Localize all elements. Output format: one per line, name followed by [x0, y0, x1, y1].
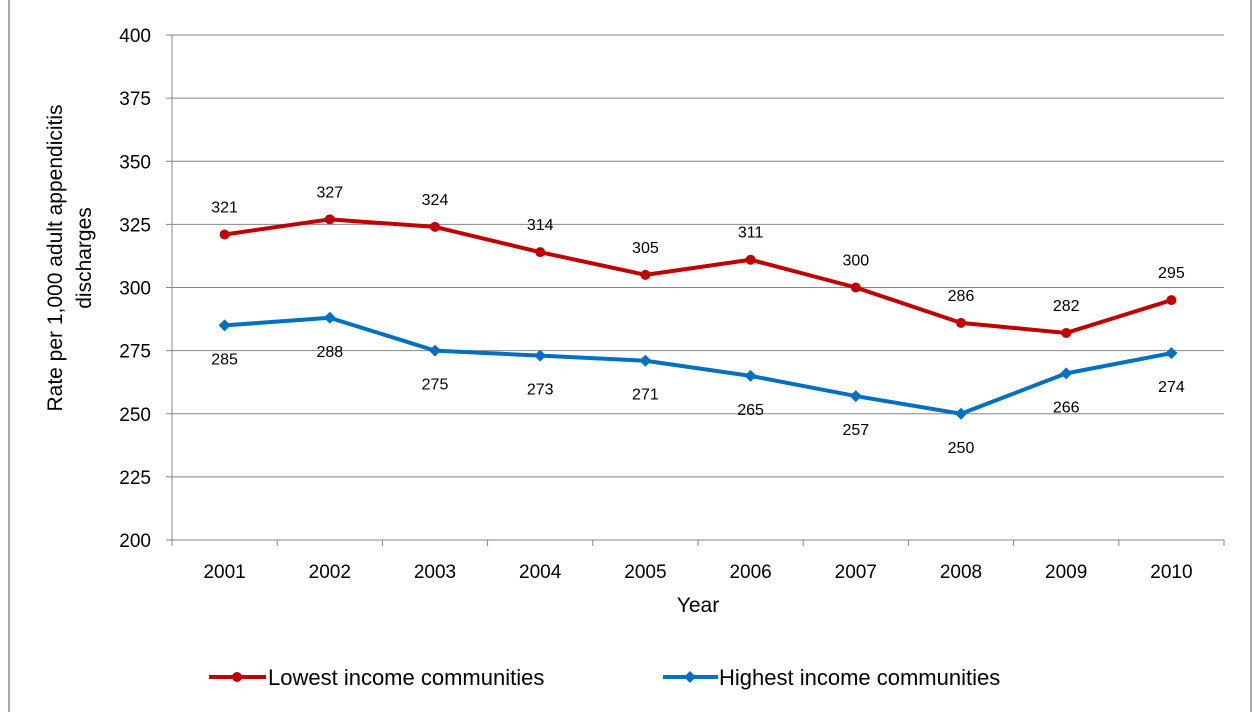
data-label-highest-income-communities-2005: 271 — [632, 387, 659, 404]
y-tick-label-375: 375 — [119, 89, 151, 110]
legend-item-highest: Highest income communities — [663, 665, 1000, 690]
data-label-lowest-income-communities-2007: 300 — [842, 253, 869, 270]
data-label-lowest-income-communities-2010: 295 — [1158, 265, 1185, 282]
data-label-highest-income-communities-2001: 285 — [211, 351, 238, 368]
series-line-lowest-income-communities — [222, 217, 1174, 335]
point-highest-income-communities-2009 — [1060, 367, 1073, 380]
y-tick-label-350: 350 — [119, 152, 151, 173]
x-tick-label-2005: 2005 — [624, 562, 666, 583]
point-lowest-income-communities-2005 — [640, 269, 651, 280]
x-tick-label-2009: 2009 — [1045, 562, 1087, 583]
chart-area-border — [8, 0, 1252, 712]
point-highest-income-communities-2002 — [323, 311, 336, 324]
gridlines — [166, 34, 1225, 546]
point-highest-income-communities-2007 — [849, 390, 862, 403]
y-axis-title: Rate per 1,000 adult appendicitis discha… — [44, 104, 96, 411]
point-highest-income-communities-2004 — [534, 349, 547, 362]
point-lowest-income-communities-2001 — [219, 229, 230, 240]
x-tick-label-2006: 2006 — [729, 562, 771, 583]
point-highest-income-communities-2008 — [955, 407, 967, 420]
legend-label-highest: Highest income communities — [719, 665, 1000, 690]
data-label-highest-income-communities-2006: 265 — [737, 402, 764, 419]
point-highest-income-communities-2006 — [744, 369, 757, 382]
data-label-highest-income-communities-2004: 273 — [527, 382, 554, 399]
point-lowest-income-communities-2009 — [1061, 327, 1072, 338]
x-tick-label-2003: 2003 — [414, 562, 456, 583]
data-label-lowest-income-communities-2001: 321 — [211, 199, 238, 216]
y-axis-title-line-2: discharges — [73, 207, 96, 309]
y-tick-label-325: 325 — [119, 215, 151, 236]
data-label-highest-income-communities-2010: 274 — [1158, 379, 1185, 396]
axes — [171, 35, 1224, 541]
data-labels: 321 327 324 314 305 311 300 286 282 295 285 288 275 2… — [211, 184, 1185, 456]
data-label-highest-income-communities-2007: 257 — [842, 422, 869, 439]
y-tick-label-200: 200 — [119, 531, 151, 552]
point-highest-income-communities-2005 — [639, 354, 652, 367]
data-label-lowest-income-communities-2003: 324 — [422, 192, 449, 209]
x-tick-label-2002: 2002 — [309, 562, 351, 583]
legend-item-lowest: Lowest income communities — [209, 665, 544, 690]
point-lowest-income-communities-2003 — [430, 221, 440, 232]
point-lowest-income-communities-2002 — [324, 214, 335, 225]
x-tick-label-2008: 2008 — [940, 562, 982, 583]
y-axis-title-line-1: Rate per 1,000 adult appendicitis — [44, 104, 67, 411]
point-highest-income-communities-2010 — [1165, 347, 1178, 360]
data-label-lowest-income-communities-2004: 314 — [527, 217, 554, 234]
x-tick-label-2004: 2004 — [519, 562, 562, 583]
x-tick-label-2010: 2010 — [1150, 562, 1192, 583]
y-tick-label-225: 225 — [119, 468, 151, 489]
point-lowest-income-communities-2007 — [850, 282, 861, 293]
y-tick-label-275: 275 — [119, 342, 151, 363]
data-label-highest-income-communities-2009: 266 — [1053, 399, 1080, 416]
data-label-highest-income-communities-2002: 288 — [316, 344, 343, 361]
x-tick-labels: 2001 2002 2003 2004 2005 2006 2007 2008 2009 2010 — [203, 562, 1192, 583]
data-label-highest-income-communities-2008: 250 — [948, 440, 975, 457]
data-label-lowest-income-communities-2002: 327 — [316, 184, 343, 201]
point-lowest-income-communities-2008 — [956, 317, 966, 328]
data-label-lowest-income-communities-2008: 286 — [948, 288, 975, 305]
point-lowest-income-communities-2010 — [1166, 295, 1177, 306]
data-label-lowest-income-communities-2009: 282 — [1053, 298, 1080, 315]
x-tick-label-2001: 2001 — [203, 562, 245, 583]
y-tick-labels: 200 225 250 275 300 325 350 375 400 — [119, 26, 151, 552]
legend-label-lowest: Lowest income communities — [268, 665, 544, 690]
point-lowest-income-communities-2006 — [745, 254, 756, 265]
y-tick-label-400: 400 — [119, 26, 151, 47]
data-label-lowest-income-communities-2005: 305 — [632, 240, 659, 257]
point-highest-income-communities-2003 — [429, 344, 441, 357]
point-highest-income-communities-2001 — [218, 319, 231, 332]
legend-marker-highest — [684, 671, 696, 683]
point-lowest-income-communities-2004 — [535, 247, 546, 258]
x-axis-title: Year — [677, 594, 719, 617]
y-tick-label-250: 250 — [119, 405, 151, 426]
data-label-highest-income-communities-2003: 275 — [422, 377, 449, 394]
y-tick-label-300: 300 — [119, 279, 151, 300]
data-label-lowest-income-communities-2006: 311 — [738, 225, 764, 242]
series-group — [218, 214, 1178, 420]
legend: Lowest income communities Highest income… — [209, 665, 1000, 690]
x-tick-label-2007: 2007 — [835, 562, 877, 583]
legend-marker-lowest — [232, 672, 242, 682]
series-line-highest-income-communities — [222, 315, 1174, 416]
